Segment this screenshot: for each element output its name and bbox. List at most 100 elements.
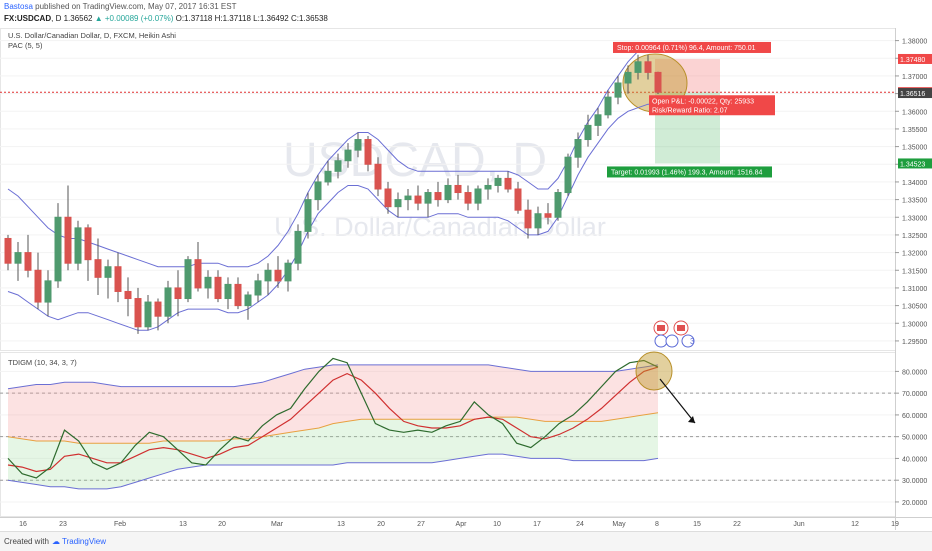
price-tick-label: 1.29500 (902, 339, 927, 346)
candle (534, 206, 542, 235)
stop-label-box[interactable] (613, 41, 771, 53)
us-flag-icon[interactable] (681, 334, 695, 348)
position-labels[interactable]: Stop: 0.00964 (0.71%) 96.4, Amount: 750.… (607, 41, 775, 178)
candle-body (574, 139, 582, 158)
indicator-highlight-ellipse (635, 351, 673, 391)
footer-created: Created with (4, 537, 49, 546)
main-pane-indicator[interactable]: PAC (5, 5) (8, 41, 43, 50)
candle-body (404, 195, 412, 201)
time-tick-label: 8 (655, 521, 659, 528)
candle (594, 107, 602, 136)
candle (434, 181, 442, 207)
price-channel (7, 43, 658, 331)
candle-body (594, 114, 602, 126)
event-flags[interactable]: 3 (653, 320, 695, 348)
price-tick-label: 1.34000 (902, 180, 927, 187)
down-arrow-line (659, 378, 696, 424)
candle-body (344, 149, 352, 162)
candle-body (254, 280, 262, 296)
author-link[interactable]: Bastosa (4, 2, 33, 11)
candle (654, 71, 662, 94)
time-tick-label: 19 (891, 521, 899, 528)
candle-body (14, 252, 22, 264)
candle (214, 270, 222, 303)
time-tick-label: May (612, 521, 626, 528)
candle (574, 132, 582, 168)
candle-body (244, 294, 252, 307)
candle (394, 192, 402, 218)
candle (364, 136, 372, 172)
price-tick-label: 1.32000 (902, 251, 927, 258)
candle-body (324, 170, 332, 183)
candle (4, 234, 12, 271)
stop-price-tag: 1.37480 (900, 57, 925, 64)
time-tick-label: 22 (733, 521, 741, 528)
candle-body (454, 184, 462, 194)
canada-flag-inner-icon (677, 325, 685, 331)
time-axis[interactable]: 16 23 Feb 13 20 Mar 13 20 27 Apr 10 17 24 May 8 15 22 Jun… (19, 521, 899, 528)
time-tick-label: 10 (493, 521, 501, 528)
candle-body (234, 283, 242, 307)
us-flag-icon[interactable] (654, 334, 668, 348)
candle (94, 238, 102, 295)
candle-body (654, 71, 662, 93)
time-tick-label: 13 (179, 521, 187, 528)
symbol-name: FX:USDCAD (4, 14, 52, 23)
candle (164, 280, 172, 324)
candle (304, 192, 312, 239)
indicator-tick-label: 80.0000 (902, 369, 927, 376)
footer-brand[interactable]: TradingView (62, 537, 107, 546)
candle-body (174, 287, 182, 300)
candle (474, 185, 482, 211)
price-axis[interactable]: 1.380001.375001.370001.365001.360001.355… (895, 39, 932, 346)
candle (514, 181, 522, 214)
candle-body (554, 192, 562, 218)
candle (64, 185, 72, 271)
candle (624, 65, 632, 94)
time-tick-label: 15 (693, 521, 701, 528)
indicator-tick-label: 70.0000 (902, 391, 927, 398)
target-price-tag: 1.34523 (900, 161, 925, 168)
candle-body (224, 283, 232, 300)
canada-flag-inner-icon (657, 325, 665, 331)
time-tick-label: Apr (456, 521, 468, 528)
candle (314, 174, 322, 211)
candle-body (474, 188, 482, 204)
candle-body (464, 192, 472, 204)
candle-body (354, 139, 362, 151)
candle-body (394, 199, 402, 208)
candle-body (264, 269, 272, 282)
candle (634, 54, 642, 80)
candle (194, 242, 202, 292)
time-tick-label: 20 (218, 521, 226, 528)
candle (294, 224, 302, 271)
target-label-box[interactable] (607, 166, 772, 178)
open-pnl-box[interactable] (649, 95, 775, 116)
time-tick-label: 24 (576, 521, 584, 528)
stop-zone[interactable] (655, 58, 720, 93)
time-tick-label: Jun (793, 521, 804, 528)
candle (564, 153, 572, 197)
price-tick-label: 1.30000 (902, 321, 927, 328)
candle (464, 185, 472, 211)
candle (114, 252, 122, 303)
time-tick-label: Mar (271, 521, 284, 528)
candle (424, 189, 432, 218)
indicator-axis[interactable]: 80.0000 70.0000 60.0000 50.0000 40.0000 30.00… (895, 369, 927, 507)
price-change: ▲ +0.00089 (+0.07%) (94, 14, 174, 23)
candle (124, 277, 132, 317)
candle-body (334, 160, 342, 172)
time-tick-label: 23 (59, 521, 67, 528)
time-tick-label: Feb (114, 521, 126, 528)
candle-body (484, 184, 492, 190)
price-tick-label: 1.36000 (902, 109, 927, 116)
candle-body (634, 61, 642, 73)
candle (414, 185, 422, 211)
candle-body (34, 269, 42, 303)
candle-body (544, 213, 552, 218)
us-flag-icon[interactable] (665, 334, 679, 348)
candles (4, 54, 662, 334)
indicator-pane-title[interactable]: TDIGM (10, 34, 3, 7) (8, 358, 77, 367)
chart-canvas[interactable]: USDCAD, D U.S. Dollar/Canadian Dollar St… (0, 0, 932, 531)
candle (204, 270, 212, 299)
